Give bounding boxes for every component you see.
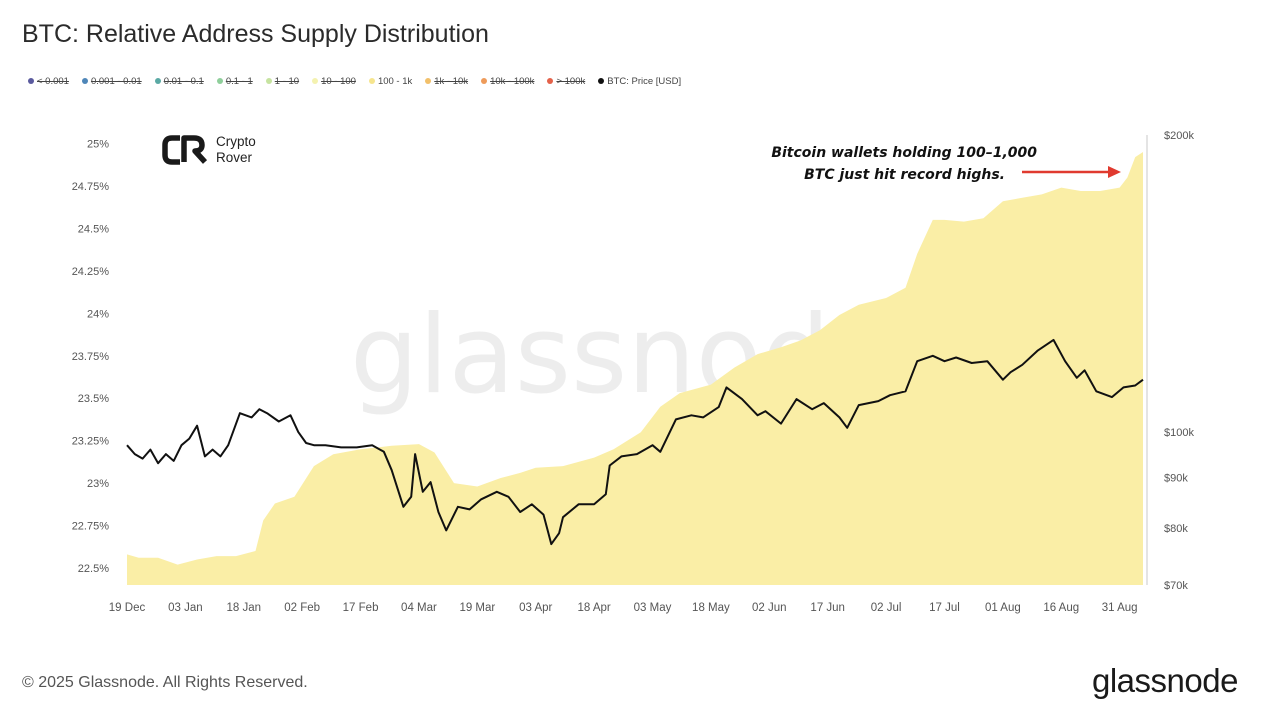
legend-label: 10 - 100 (321, 75, 356, 87)
x-tick-label: 02 Jul (871, 602, 902, 614)
right-axis-ticks: $70k $80k $90k $100k $200k (1164, 130, 1194, 592)
legend-swatch-icon (368, 78, 375, 84)
price-line-layer (126, 338, 1144, 546)
x-tick-label: 01 Aug (985, 602, 1021, 614)
chart-title: BTC: Relative Address Supply Distributio… (22, 20, 489, 48)
x-tick-label: 02 Feb (284, 602, 320, 614)
right-tick-label: $90k (1164, 472, 1188, 484)
x-axis-ticks: 19 Dec 03 Jan 18 Jan 02 Feb 17 Feb 04 Mar 19 M… (109, 602, 1138, 614)
crypto-rover-logo-icon (162, 135, 208, 165)
x-tick-label: 02 Jun (752, 602, 787, 614)
left-tick-label: 24.25% (72, 266, 110, 278)
x-tick-label: 18 Apr (578, 602, 611, 614)
legend-item[interactable]: 1k - 10k (425, 76, 468, 87)
x-tick-label: 04 Mar (401, 602, 437, 614)
legend-item[interactable]: 0.001 - 0.01 (81, 75, 142, 87)
x-tick-label: 18 May (692, 602, 730, 614)
copyright-footer: © 2025 Glassnode. All Rights Reserved. (22, 674, 308, 691)
x-tick-label: 16 Aug (1043, 602, 1079, 614)
x-tick-label: 03 Jan (168, 602, 203, 614)
x-tick-label: 17 Jul (929, 602, 960, 614)
legend-item[interactable]: 10k - 100k (481, 76, 534, 87)
x-tick-label: 03 May (634, 602, 672, 614)
legend-label: 0.01 - 0.1 (163, 75, 204, 87)
annotation-arrow (1022, 166, 1121, 178)
left-tick-label: 23% (87, 478, 109, 490)
legend-item[interactable]: BTC: Price [USD] (598, 76, 681, 87)
legend: < 0.001 0.001 - 0.01 0.01 - 0.1 0.1 - 1 1 - … (28, 74, 694, 88)
legend-item[interactable]: 0.1 - 1 (216, 75, 253, 87)
left-tick-label: 24.5% (78, 223, 109, 235)
logo-line-2: Rover (216, 150, 253, 165)
glassnode-brand-logo: glassnode (1092, 662, 1238, 699)
legend-label: > 100k (556, 75, 586, 87)
legend-item[interactable]: 100 - 1k (368, 75, 413, 87)
x-tick-label: 31 Aug (1102, 602, 1138, 614)
legend-swatch-icon (265, 78, 272, 84)
legend-label: 0.1 - 1 (225, 75, 253, 87)
legend-swatch-icon (216, 78, 223, 84)
right-tick-label: $200k (1164, 130, 1194, 142)
logo-line-1: Crypto (216, 134, 256, 149)
legend-item[interactable]: > 100k (547, 76, 585, 87)
right-tick-label: $100k (1164, 427, 1194, 439)
legend-swatch-icon (598, 78, 605, 84)
right-tick-label: $70k (1164, 580, 1188, 592)
left-tick-label: 23.5% (78, 393, 109, 405)
legend-item[interactable]: 0.01 - 0.1 (154, 75, 204, 87)
supply-area-series (127, 152, 1143, 585)
left-tick-label: 24% (87, 308, 109, 320)
area-layer (127, 152, 1143, 585)
left-tick-label: 22.5% (78, 563, 109, 575)
left-tick-label: 25% (87, 138, 109, 150)
legend-label: 10k - 100k (490, 75, 535, 87)
x-tick-label: 03 Apr (519, 602, 552, 614)
legend-label: 100 - 1k (377, 75, 413, 87)
x-tick-label: 19 Mar (459, 602, 495, 614)
legend-label: BTC: Price [USD] (607, 75, 682, 87)
left-tick-label: 22.75% (72, 521, 110, 533)
annotation-line-1: Bitcoin wallets holding 100–1,000 (771, 145, 1037, 161)
legend-item[interactable]: 10 - 100 (312, 76, 356, 87)
legend-swatch-icon (481, 78, 488, 84)
legend-label: 1k - 10k (434, 75, 469, 87)
x-tick-label: 18 Jan (227, 602, 262, 614)
legend-item[interactable]: 1 - 10 (265, 75, 300, 87)
crypto-rover-logo-text: Crypto Rover (216, 134, 256, 166)
left-tick-label: 23.25% (72, 436, 110, 448)
legend-swatch-icon (81, 78, 88, 84)
x-tick-label: 17 Jun (810, 602, 845, 614)
legend-label: < 0.001 (37, 75, 69, 87)
legend-label: 1 - 10 (274, 75, 300, 87)
x-tick-label: 19 Dec (109, 602, 146, 614)
legend-swatch-icon (154, 78, 161, 84)
legend-swatch-icon (547, 78, 554, 84)
left-axis-ticks: 22.5% 22.75% 23% 23.25% 23.5% 23.75% 24% 24.25%… (72, 138, 110, 575)
left-tick-label: 24.75% (72, 181, 110, 193)
btc-price-line (126, 338, 1144, 546)
legend-item[interactable]: < 0.001 (28, 76, 69, 87)
left-tick-label: 23.75% (72, 351, 110, 363)
legend-swatch-icon (312, 78, 319, 84)
annotation-line-2: BTC just hit record highs. (804, 167, 1005, 183)
legend-swatch-icon (425, 78, 432, 84)
x-tick-label: 17 Feb (343, 602, 379, 614)
legend-label: 0.001 - 0.01 (90, 75, 142, 87)
right-tick-label: $80k (1164, 523, 1188, 535)
legend-swatch-icon (28, 78, 34, 84)
